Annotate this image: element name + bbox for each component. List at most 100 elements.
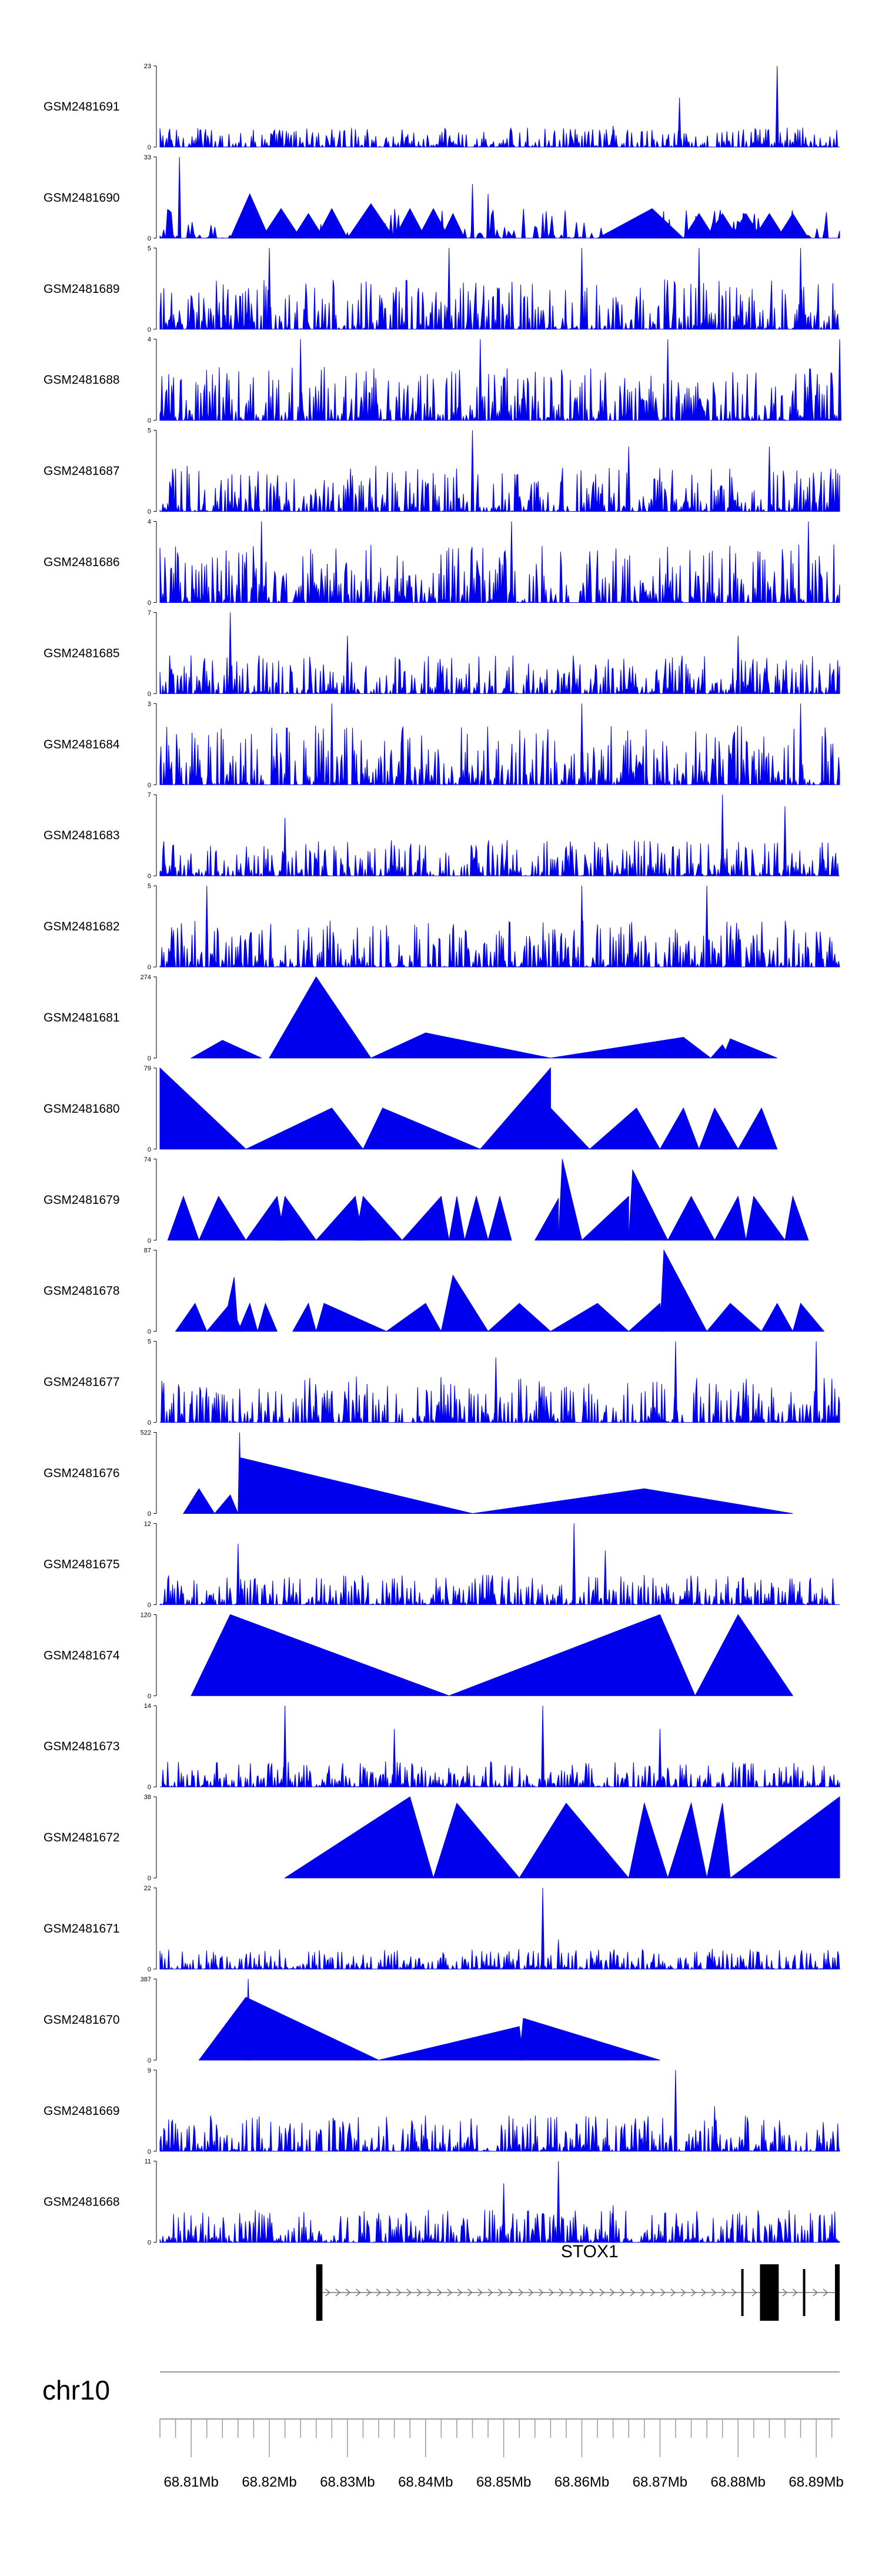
signal-peak xyxy=(677,97,681,148)
signal-peak xyxy=(611,2205,615,2243)
track-GSM2481679: GSM2481679 74 0 xyxy=(44,1156,809,1244)
track-label: GSM2481685 xyxy=(44,646,120,660)
track-ymin-label: 0 xyxy=(148,2240,151,2247)
signal-block xyxy=(729,1796,840,1878)
track-GSM2481683: GSM2481683 7 0 xyxy=(44,792,840,880)
signal-area xyxy=(159,544,840,604)
track-ymax-label: 12 xyxy=(144,1520,151,1527)
gene-exon xyxy=(803,2269,806,2316)
signal-block xyxy=(198,1997,379,2061)
signal-block xyxy=(385,1303,442,1332)
signal-block xyxy=(549,1303,630,1332)
strand-chevron xyxy=(620,2288,625,2297)
track-ymax-label: 4 xyxy=(148,336,151,343)
signal-peak xyxy=(228,612,232,694)
signal-peak xyxy=(392,1729,396,1787)
strand-chevron xyxy=(640,2288,646,2297)
track-GSM2481685: GSM2481685 7 0 xyxy=(44,609,840,698)
signal-area xyxy=(159,2115,840,2153)
strand-chevron xyxy=(609,2288,615,2297)
track-label: GSM2481686 xyxy=(44,556,120,569)
signal-block xyxy=(714,1195,747,1241)
strand-chevron xyxy=(630,2288,636,2297)
track-label: GSM2481689 xyxy=(44,282,120,296)
track-label: GSM2481668 xyxy=(44,2195,120,2209)
track-label: GSM2481670 xyxy=(44,2013,120,2027)
signal-peak xyxy=(783,806,787,876)
track-GSM2481674: GSM2481674 120 0 xyxy=(44,1611,794,1700)
signal-area xyxy=(159,465,840,513)
track-ymin-label: 0 xyxy=(148,1966,151,1973)
track-GSM2481691: GSM2481691 23 0 xyxy=(44,63,840,151)
signal-block xyxy=(737,1107,778,1150)
track-ymax-label: 9 xyxy=(148,2067,151,2074)
gene-name-label: STOX1 xyxy=(561,2242,619,2261)
strand-chevron xyxy=(782,2288,788,2297)
signal-block xyxy=(378,2026,524,2061)
signal-block xyxy=(464,1195,489,1241)
signal-block xyxy=(198,1196,247,1241)
signal-block xyxy=(190,1040,262,1059)
track-ymin-label: 0 xyxy=(148,2148,151,2155)
signal-peak xyxy=(837,339,842,421)
signal-block xyxy=(667,1196,716,1241)
strand-chevron xyxy=(650,2288,656,2297)
track-label: GSM2481682 xyxy=(44,920,120,933)
track-ymin-label: 0 xyxy=(148,509,151,516)
signal-peak xyxy=(705,886,709,967)
axis-tick-label: 68.81Mb xyxy=(163,2474,218,2490)
track-ymax-label: 74 xyxy=(144,1156,151,1163)
signal-area xyxy=(160,1376,840,1424)
track-ymax-label: 387 xyxy=(141,1976,151,1983)
signal-block xyxy=(433,1802,520,1878)
signal-block xyxy=(730,213,763,239)
signal-tracks: GSM2481691230GSM2481690330GSM248168950GS… xyxy=(44,63,842,2247)
signal-peak xyxy=(603,1550,607,1605)
strand-chevron xyxy=(823,2288,828,2297)
track-GSM2481689: GSM2481689 5 0 xyxy=(44,245,840,333)
strand-chevron xyxy=(711,2288,717,2297)
signal-block xyxy=(283,1796,434,1878)
signal-block xyxy=(597,208,684,239)
track-ymax-label: 4 xyxy=(148,519,151,526)
signal-block xyxy=(487,1195,512,1241)
strand-chevron xyxy=(680,2288,686,2297)
signal-block xyxy=(667,1802,707,1878)
signal-block xyxy=(449,1196,465,1241)
track-label: GSM2481683 xyxy=(44,829,120,842)
strand-chevron xyxy=(406,2288,412,2297)
track-GSM2481675: GSM2481675 12 0 xyxy=(44,1520,840,1609)
signal-peak xyxy=(509,521,513,603)
signal-peak xyxy=(736,635,740,694)
signal-peak xyxy=(478,339,482,421)
signal-block xyxy=(449,1614,696,1696)
signal-block xyxy=(581,1196,629,1241)
signal-area xyxy=(159,279,840,331)
signal-block xyxy=(487,1303,552,1332)
track-GSM2481673: GSM2481673 14 0 xyxy=(44,1703,840,1791)
signal-block xyxy=(316,1303,387,1332)
signal-block xyxy=(753,213,786,239)
strand-chevron xyxy=(426,2288,432,2297)
gene-exon xyxy=(316,2264,323,2321)
track-label: GSM2481674 xyxy=(44,1649,120,1662)
strand-chevron xyxy=(477,2288,483,2297)
signal-block xyxy=(761,1303,794,1332)
signal-block xyxy=(776,213,809,239)
signal-block xyxy=(238,1302,258,1332)
axis-tick-label: 68.85Mb xyxy=(476,2474,531,2490)
signal-block xyxy=(292,213,325,239)
signal-block xyxy=(213,1494,239,1514)
track-GSM2481676: GSM2481676 522 0 xyxy=(44,1430,793,1518)
track-ymin-label: 0 xyxy=(148,1693,151,1700)
gene-exon xyxy=(741,2269,744,2316)
strand-chevron xyxy=(508,2288,513,2297)
signal-block xyxy=(589,1107,661,1150)
signal-peak xyxy=(556,1939,560,1970)
signal-area xyxy=(159,1948,840,1970)
track-ymin-label: 0 xyxy=(148,690,151,698)
signal-block xyxy=(550,1037,712,1059)
axis-tick-label: 68.82Mb xyxy=(242,2474,296,2490)
axis-tick-label: 68.88Mb xyxy=(711,2474,766,2490)
signal-peak xyxy=(572,1523,576,1605)
